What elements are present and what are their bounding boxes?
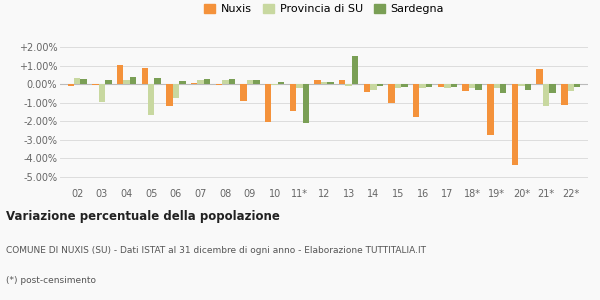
Bar: [444, 84, 451, 88]
Bar: [265, 84, 271, 122]
Bar: [179, 81, 185, 84]
Bar: [518, 84, 524, 86]
Bar: [278, 82, 284, 84]
Bar: [290, 84, 296, 111]
Bar: [241, 84, 247, 101]
Bar: [80, 79, 87, 84]
Bar: [364, 84, 370, 92]
Bar: [321, 82, 327, 84]
Bar: [463, 84, 469, 91]
Bar: [377, 84, 383, 86]
Bar: [388, 84, 395, 103]
Bar: [173, 84, 179, 98]
Bar: [339, 80, 346, 84]
Bar: [204, 79, 210, 84]
Bar: [191, 83, 197, 84]
Bar: [370, 84, 377, 90]
Bar: [74, 78, 80, 84]
Bar: [105, 80, 112, 84]
Bar: [142, 68, 148, 84]
Bar: [561, 84, 568, 104]
Bar: [253, 80, 260, 84]
Bar: [124, 80, 130, 84]
Bar: [327, 82, 334, 84]
Bar: [536, 69, 543, 84]
Bar: [426, 84, 433, 87]
Bar: [574, 84, 580, 87]
Text: (*) post-censimento: (*) post-censimento: [6, 276, 96, 285]
Text: Variazione percentuale della popolazione: Variazione percentuale della popolazione: [6, 210, 280, 223]
Bar: [197, 80, 204, 84]
Bar: [395, 84, 401, 88]
Bar: [154, 78, 161, 84]
Bar: [543, 84, 549, 106]
Bar: [271, 84, 278, 85]
Bar: [475, 84, 482, 90]
Bar: [99, 84, 105, 102]
Bar: [512, 84, 518, 165]
Bar: [494, 84, 500, 88]
Bar: [215, 84, 222, 85]
Bar: [451, 84, 457, 87]
Bar: [419, 84, 426, 88]
Bar: [314, 80, 321, 84]
Bar: [401, 84, 407, 87]
Legend: Nuxis, Provincia di SU, Sardegna: Nuxis, Provincia di SU, Sardegna: [200, 0, 448, 18]
Bar: [229, 79, 235, 84]
Text: COMUNE DI NUXIS (SU) - Dati ISTAT al 31 dicembre di ogni anno - Elaborazione TUT: COMUNE DI NUXIS (SU) - Dati ISTAT al 31 …: [6, 246, 426, 255]
Bar: [346, 84, 352, 86]
Bar: [469, 84, 475, 88]
Bar: [222, 80, 229, 84]
Bar: [352, 56, 358, 84]
Bar: [92, 84, 99, 85]
Bar: [413, 84, 419, 118]
Bar: [117, 65, 124, 84]
Bar: [549, 84, 556, 93]
Bar: [500, 84, 506, 93]
Bar: [68, 84, 74, 86]
Bar: [524, 84, 531, 90]
Bar: [302, 84, 309, 123]
Bar: [247, 80, 253, 84]
Bar: [438, 84, 444, 87]
Bar: [148, 84, 154, 115]
Bar: [568, 84, 574, 91]
Bar: [166, 84, 173, 106]
Bar: [130, 77, 136, 84]
Bar: [487, 84, 494, 135]
Bar: [296, 84, 302, 88]
